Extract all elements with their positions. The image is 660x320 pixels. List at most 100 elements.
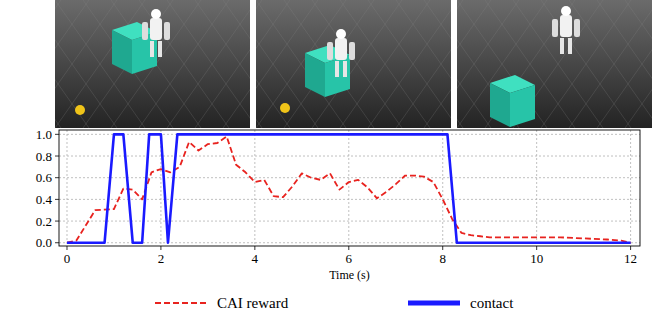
floor-line xyxy=(457,0,519,128)
tick-y xyxy=(55,177,59,178)
floor-line xyxy=(256,0,262,128)
cube-side xyxy=(112,30,132,74)
floor-line xyxy=(111,0,201,128)
series-line xyxy=(67,137,631,243)
robot-leg xyxy=(158,41,162,57)
robot-arm xyxy=(552,19,558,37)
floor-line xyxy=(485,0,575,128)
floor-line xyxy=(83,0,173,128)
robot-arm xyxy=(142,22,148,40)
grid-line-x xyxy=(66,130,67,246)
tick-label-y: 0.8 xyxy=(36,149,52,164)
tick-label-y: 0.0 xyxy=(36,235,52,250)
robot-head xyxy=(336,29,346,39)
legend-label: CAI reward xyxy=(217,295,289,311)
floor-line xyxy=(55,0,117,128)
cube-side xyxy=(490,83,510,127)
robot-body xyxy=(335,38,347,60)
floor-line xyxy=(111,0,201,128)
tick-y xyxy=(55,134,59,135)
tick-x xyxy=(66,246,67,250)
floor-line xyxy=(485,0,575,128)
tick-x xyxy=(442,246,443,250)
floor-line xyxy=(55,0,117,128)
tick-label-y: 0.6 xyxy=(36,170,53,185)
floor-line xyxy=(55,0,61,128)
tick-label-y: 0.4 xyxy=(36,192,53,207)
floor-line xyxy=(457,0,519,128)
robot-head xyxy=(561,6,571,16)
goal-ball xyxy=(280,103,290,113)
tick-label-y: 1.0 xyxy=(36,127,52,142)
sim-frame xyxy=(256,0,451,128)
robot-body xyxy=(560,15,572,37)
tick-label-x: 8 xyxy=(439,251,446,266)
floor-line xyxy=(340,0,430,128)
tick-label-x: 12 xyxy=(624,251,637,266)
robot-leg xyxy=(343,61,347,77)
floor-line xyxy=(312,0,402,128)
frame-bg xyxy=(457,0,652,128)
floor-line xyxy=(424,0,451,128)
x-axis-title: Time (s) xyxy=(329,268,370,282)
tick-x xyxy=(630,246,631,250)
robot-leg xyxy=(568,38,572,54)
cube-front xyxy=(510,85,535,127)
robot-arm xyxy=(349,42,355,60)
grid-line-x xyxy=(442,130,443,246)
grid-line-x xyxy=(348,130,349,246)
grid-line-y xyxy=(59,156,640,157)
tick-y xyxy=(55,242,59,243)
sim-frame xyxy=(55,0,250,128)
grid-line-x xyxy=(254,130,255,246)
robot-arm xyxy=(574,19,580,37)
robot-leg xyxy=(150,41,154,57)
tick-x xyxy=(536,246,537,250)
floor-line xyxy=(541,0,631,128)
robot-head xyxy=(151,9,161,19)
floor-line xyxy=(541,0,631,128)
tick-y xyxy=(55,156,59,157)
floor-line xyxy=(340,0,430,128)
floor-line xyxy=(223,0,250,128)
floor-line xyxy=(256,0,262,128)
frame-bg xyxy=(55,0,250,128)
grid-line-x xyxy=(630,130,631,246)
series-line xyxy=(67,134,631,242)
floor-line xyxy=(597,0,652,128)
floor-line xyxy=(457,0,547,128)
grid-line-y xyxy=(59,221,640,222)
robot-arm xyxy=(164,22,170,40)
figure: 0.00.20.40.60.81.0024681012Time (s)CAI r… xyxy=(0,0,660,320)
floor-line xyxy=(597,0,652,128)
tick-y xyxy=(55,199,59,200)
robot-leg xyxy=(335,61,339,77)
goal-ball xyxy=(75,105,85,115)
floor-line xyxy=(55,0,61,128)
tick-x xyxy=(254,246,255,250)
legend-swatch xyxy=(155,302,207,304)
floor-line xyxy=(625,0,652,128)
legend-label: contact xyxy=(470,295,514,311)
floor-line xyxy=(312,0,402,128)
frame-bg xyxy=(256,0,451,128)
floor-line xyxy=(195,0,250,128)
tick-label-y: 0.2 xyxy=(36,214,52,229)
tick-label-x: 10 xyxy=(530,251,543,266)
floor-line xyxy=(396,0,451,128)
robot-body xyxy=(150,18,162,40)
floor-line xyxy=(396,0,451,128)
tick-y xyxy=(55,221,59,222)
floor-line xyxy=(284,0,374,128)
cube-front xyxy=(325,55,350,97)
tick-x xyxy=(348,246,349,250)
tick-label-x: 4 xyxy=(252,251,259,266)
floor-line xyxy=(55,0,145,128)
floor-line xyxy=(457,0,463,128)
robot-leg xyxy=(560,38,564,54)
floor-line xyxy=(284,0,374,128)
legend-swatch xyxy=(408,301,460,306)
grid-line-x xyxy=(536,130,537,246)
floor-line xyxy=(195,0,250,128)
cube-side xyxy=(305,53,325,97)
